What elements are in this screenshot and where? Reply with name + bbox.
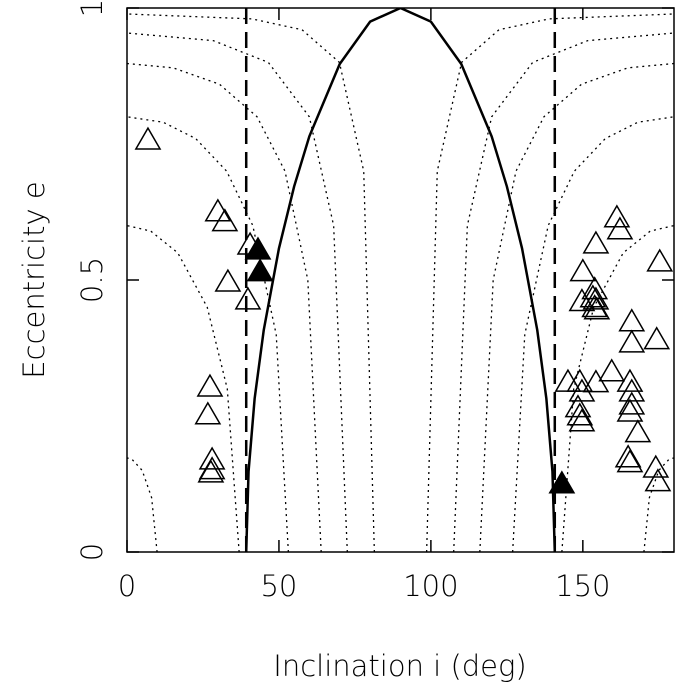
x-tick-label: 0: [118, 569, 136, 603]
triangle-marker: [197, 459, 225, 483]
triangle-marker: [582, 230, 610, 254]
triangle-marker: [624, 419, 652, 443]
triangle-marker: [579, 284, 607, 308]
dotted-curve: [127, 32, 348, 552]
triangle-marker: [644, 468, 672, 492]
dotted-curve: [425, 13, 674, 552]
x-axis-label: Inclination i (deg): [273, 649, 526, 683]
triangle-marker: [582, 286, 610, 310]
triangle-marker: [234, 286, 262, 310]
dotted-curve: [127, 457, 158, 552]
triangle-marker: [196, 373, 224, 397]
triangle-marker: [618, 308, 646, 332]
dotted-curve: [127, 224, 240, 552]
triangle-marker: [616, 449, 644, 473]
triangle-marker: [643, 326, 671, 350]
triangle-marker: [554, 368, 582, 392]
triangle-marker: [134, 126, 162, 150]
x-tick-label: 50: [260, 569, 297, 603]
dotted-curve: [127, 13, 376, 552]
y-tick-label: 1: [75, 0, 109, 17]
triangle-marker: [618, 378, 646, 402]
x-tick-label: 150: [555, 569, 610, 603]
triangle-marker: [214, 268, 242, 292]
triangle-marker: [616, 398, 644, 422]
triangle-marker: [211, 208, 239, 232]
triangle-marker: [583, 296, 611, 320]
triangle-marker: [548, 470, 576, 494]
y-axis-label: Eccentricity e: [17, 181, 51, 378]
dotted-curve: [127, 116, 290, 552]
dotted-curve: [511, 116, 674, 552]
triangle-marker: [569, 258, 597, 282]
solid-curve: [244, 8, 557, 552]
triangle-marker: [618, 391, 646, 415]
x-tick-label: 100: [403, 569, 458, 603]
triangle-marker: [646, 248, 674, 272]
y-tick-label: 0: [75, 543, 109, 561]
triangle-marker: [194, 401, 222, 425]
triangle-marker: [246, 258, 274, 282]
triangle-marker: [568, 408, 596, 432]
triangle-marker: [603, 204, 631, 228]
dotted-curve: [643, 457, 674, 552]
triangle-marker: [614, 444, 642, 468]
triangle-marker: [642, 454, 670, 478]
dotted-curve: [127, 62, 322, 552]
triangle-marker: [204, 198, 232, 222]
triangle-marker: [244, 236, 272, 260]
triangle-marker: [582, 369, 610, 393]
triangle-marker: [566, 402, 594, 426]
triangle-marker: [606, 216, 634, 240]
triangle-marker: [618, 329, 646, 353]
triangle-marker: [581, 276, 609, 300]
plot-frame: [126, 7, 675, 553]
triangle-marker: [598, 358, 626, 382]
dotted-curve: [561, 224, 674, 552]
triangle-marker: [568, 288, 596, 312]
y-tick-label: 0.5: [75, 257, 109, 303]
triangle-marker: [566, 368, 594, 392]
triangle-marker: [616, 368, 644, 392]
triangle-marker: [198, 446, 226, 470]
triangle-marker: [568, 378, 596, 402]
dotted-curve: [479, 62, 674, 552]
